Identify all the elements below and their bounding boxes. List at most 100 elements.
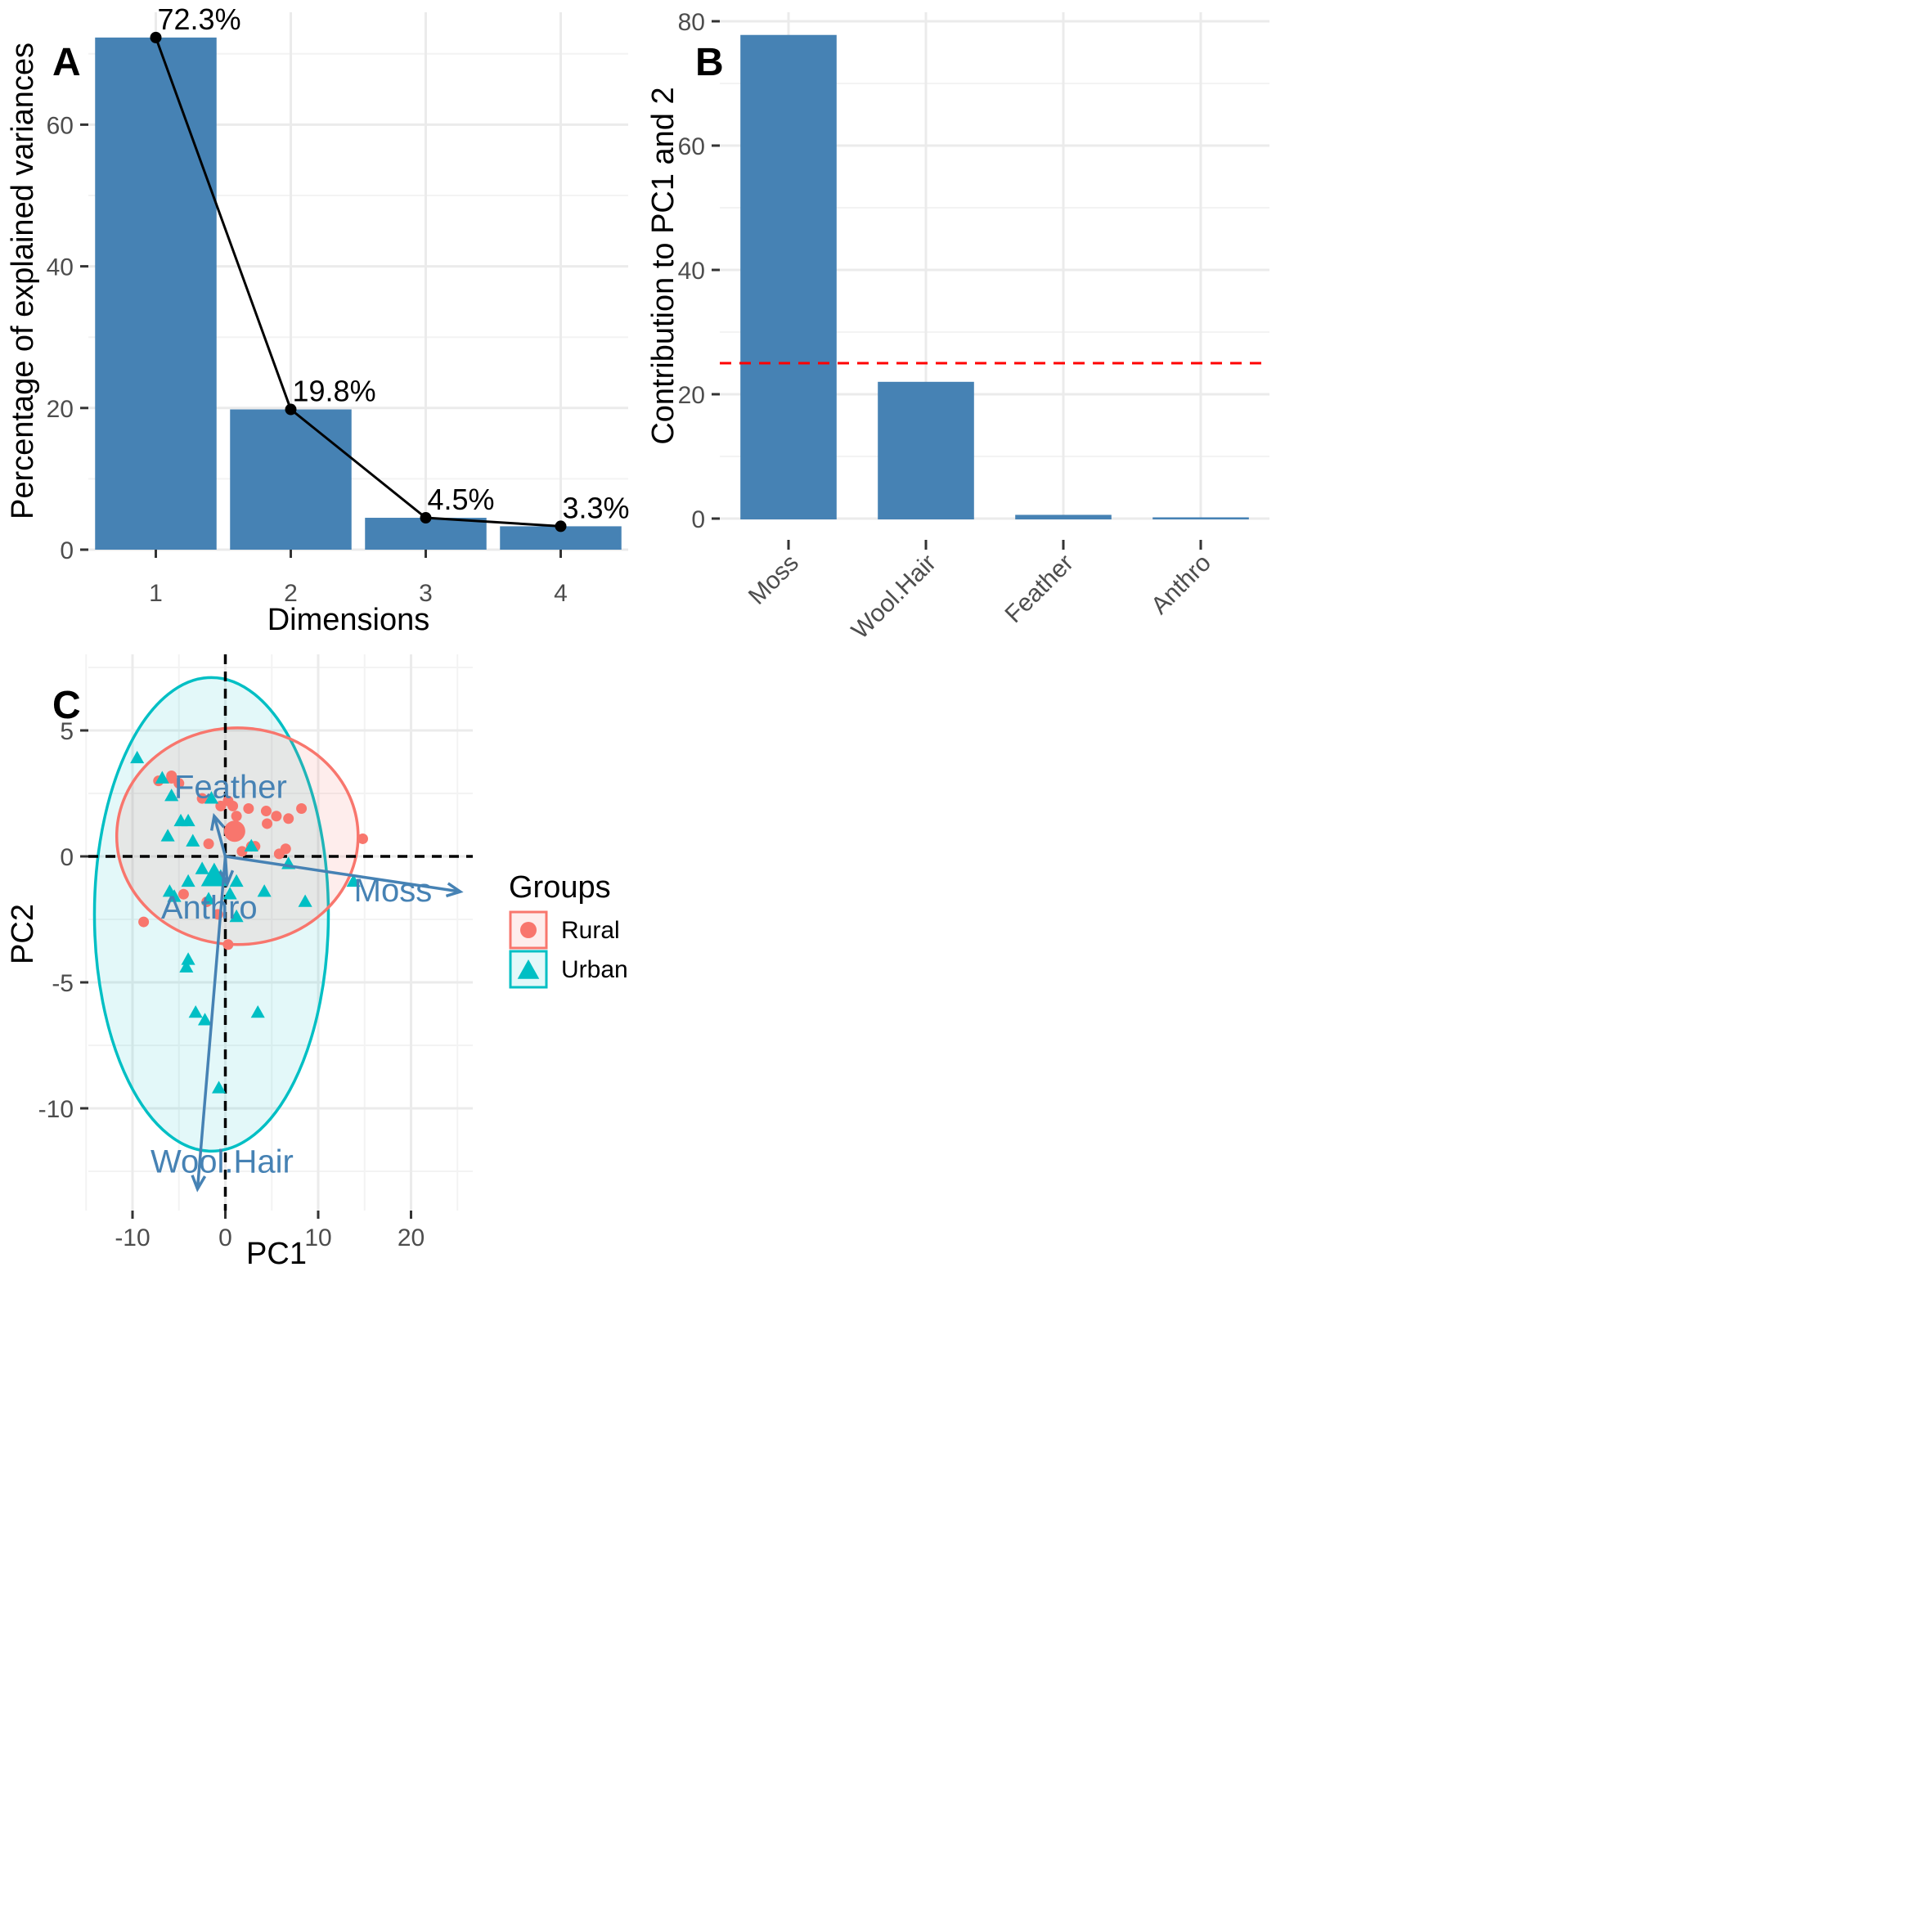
point-urban: [244, 838, 258, 851]
point-rural: [203, 838, 214, 850]
point-rural: [227, 800, 239, 811]
x-tick-label: 20: [398, 1224, 425, 1251]
point-urban: [346, 874, 361, 887]
point-urban: [155, 771, 169, 784]
point-urban: [181, 874, 195, 887]
scree-line: [155, 37, 561, 528]
x-tick-label: 2: [284, 580, 298, 607]
legend-title: Groups: [509, 870, 611, 905]
arrow-wool-hair: [195, 856, 227, 1189]
panel-label: C: [52, 684, 81, 727]
point-urban: [188, 1004, 203, 1018]
panel-c: Moss Wool.Hair Feather Anthro -10 0 10 20 -10 -5 0…: [6, 654, 628, 1271]
centroid-urban: [200, 862, 228, 887]
legend-label: Rural: [561, 917, 620, 944]
point-rural: [222, 939, 234, 950]
y-tick-label: 40: [678, 258, 705, 285]
legend-key-rural: [509, 910, 548, 950]
y-tick-label: 20: [678, 382, 705, 409]
arrowhead: [191, 1175, 207, 1193]
point-rural: [273, 848, 285, 860]
confidence-ellipse-urban: [92, 676, 330, 1153]
arrow-moss: [225, 855, 461, 893]
y-axis-title: Contribution to PC1 and 2: [646, 87, 681, 444]
centroid-rural: [223, 820, 245, 842]
point-rural: [283, 813, 294, 824]
point-rural: [173, 778, 185, 789]
point-rural: [196, 793, 208, 804]
arrowhead: [445, 882, 464, 898]
point-rural: [166, 770, 177, 781]
bar: [878, 381, 974, 519]
scree-point: [420, 512, 432, 524]
panel-b: 0 20 40 60 80 Moss Wool.Hair Feather Anthro Contr…: [646, 9, 1269, 645]
point-urban: [204, 791, 219, 804]
arrow-anthro: [223, 856, 229, 884]
point-urban: [160, 829, 175, 842]
point-urban: [186, 833, 200, 847]
point-urban: [222, 887, 237, 900]
arrowhead: [209, 812, 226, 831]
bar: [740, 34, 837, 520]
point-rural: [271, 811, 282, 822]
legend: Groups Rural Urban: [509, 870, 628, 989]
y-axis-title: PC2: [6, 904, 40, 964]
y-tick-label: 0: [60, 844, 74, 871]
scree-point: [555, 520, 567, 532]
panel-a: 72.3% 19.8% 4.5% 3.3% 0 20 40 60 1 2 3 4 Dimensions P…: [6, 2, 630, 637]
point-urban: [229, 874, 244, 887]
point-rural: [262, 818, 273, 829]
x-tick-label: -10: [115, 1224, 150, 1251]
x-tick-label: 4: [554, 580, 568, 607]
panel-label: B: [695, 41, 724, 84]
point-urban: [197, 1013, 213, 1026]
y-tick-label: -5: [52, 970, 74, 997]
y-axis-title: Percentage of explained variances: [6, 43, 40, 519]
bar: [230, 409, 352, 550]
x-tick-label: Moss: [744, 550, 804, 610]
bar: [1015, 514, 1112, 519]
point-rural: [231, 811, 242, 822]
legend-marker: [517, 959, 540, 979]
y-tick-label: 20: [47, 396, 74, 423]
data-label: 72.3%: [158, 2, 241, 36]
y-tick-label: 40: [47, 254, 74, 281]
y-tick-label: 5: [60, 718, 74, 745]
data-label: 4.5%: [428, 483, 495, 516]
point-urban: [212, 1081, 227, 1094]
point-urban: [181, 813, 195, 827]
bar: [1152, 517, 1249, 519]
data-label: 19.8%: [293, 375, 376, 408]
point-rural: [243, 802, 254, 814]
point-urban: [250, 1004, 265, 1018]
x-tick-label: 1: [149, 580, 163, 607]
arrow-label: Anthro: [161, 890, 258, 926]
point-urban: [167, 889, 182, 902]
arrow-feather: [213, 815, 227, 857]
point-rural: [357, 833, 368, 844]
scree-point: [285, 403, 297, 416]
point-rural: [296, 802, 308, 814]
arrow-label: Wool.Hair: [151, 1144, 294, 1180]
x-tick-label: 10: [304, 1224, 331, 1251]
y-tick-label: 80: [678, 9, 705, 36]
point-urban: [130, 750, 145, 764]
x-tick-label: Anthro: [1146, 550, 1216, 620]
point-rural: [260, 806, 272, 817]
x-tick-label: Feather: [1000, 550, 1079, 628]
y-tick-label: 0: [691, 506, 705, 533]
x-tick-label: 0: [218, 1224, 232, 1251]
y-tick-label: 0: [60, 537, 74, 564]
scree-point: [150, 31, 162, 43]
legend-marker: [520, 922, 537, 938]
y-tick-label: 60: [47, 112, 74, 139]
point-rural: [177, 888, 189, 900]
arrow-label: Moss: [354, 873, 433, 909]
point-urban: [298, 894, 312, 907]
x-axis-title: PC1: [246, 1237, 307, 1271]
point-urban: [229, 909, 244, 923]
point-urban: [181, 952, 195, 965]
x-tick-label: 3: [419, 580, 433, 607]
panel-label: A: [52, 41, 81, 84]
